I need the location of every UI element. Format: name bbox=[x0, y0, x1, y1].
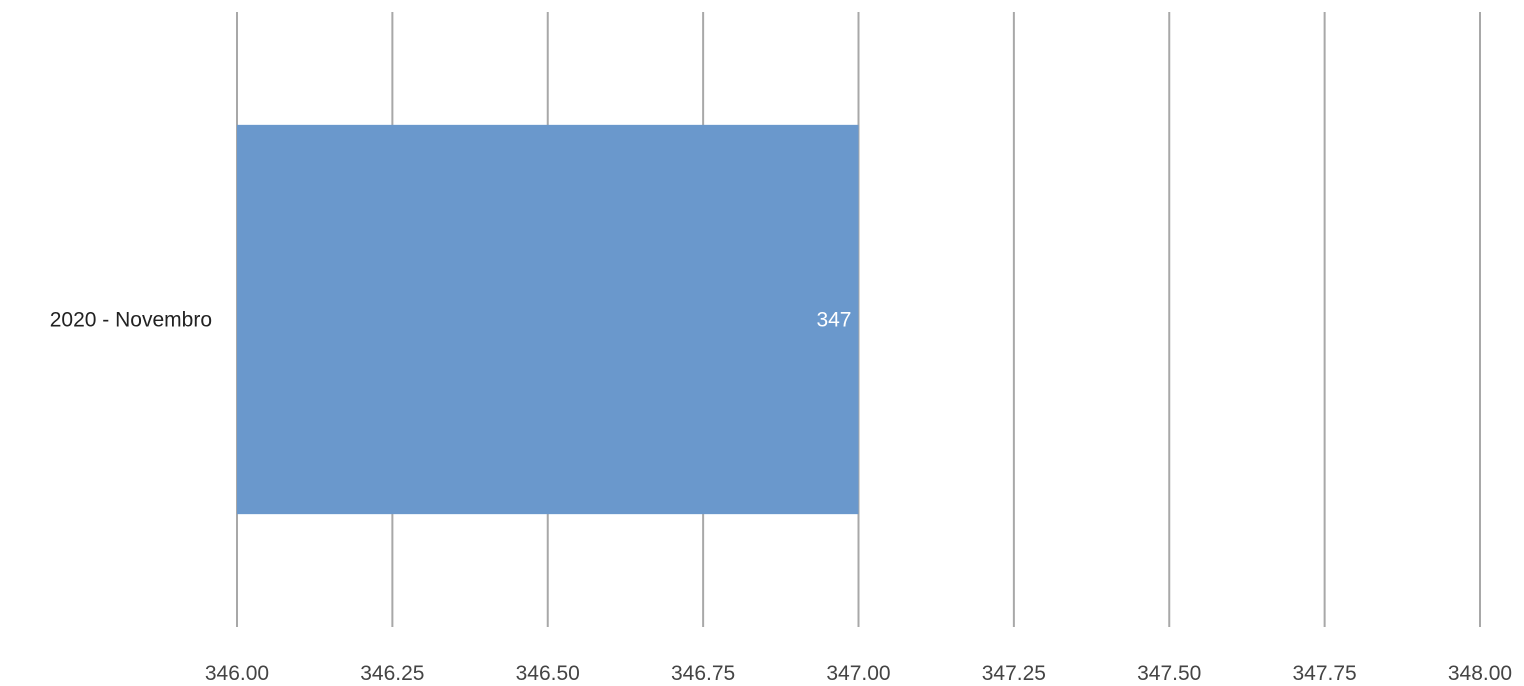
bar-data-label: 347 bbox=[816, 309, 851, 332]
x-tick-label: 346.25 bbox=[360, 662, 424, 685]
x-tick-label: 346.75 bbox=[671, 662, 735, 685]
x-tick-label: 346.00 bbox=[205, 662, 269, 685]
x-tick-label: 346.50 bbox=[516, 662, 580, 685]
x-tick-label: 347.25 bbox=[982, 662, 1046, 685]
x-tick-label: 348.00 bbox=[1448, 662, 1512, 685]
bars bbox=[237, 124, 859, 515]
labels: 346.00 346.25 346.50 346.75 347.00 347.25 347.… bbox=[50, 309, 1512, 686]
category-label: 2020 - Novembro bbox=[50, 309, 212, 332]
x-tick-label: 347.50 bbox=[1137, 662, 1201, 685]
bar[interactable] bbox=[237, 124, 859, 515]
x-tick-label: 347.75 bbox=[1293, 662, 1357, 685]
x-tick-label: 347.00 bbox=[826, 662, 890, 685]
